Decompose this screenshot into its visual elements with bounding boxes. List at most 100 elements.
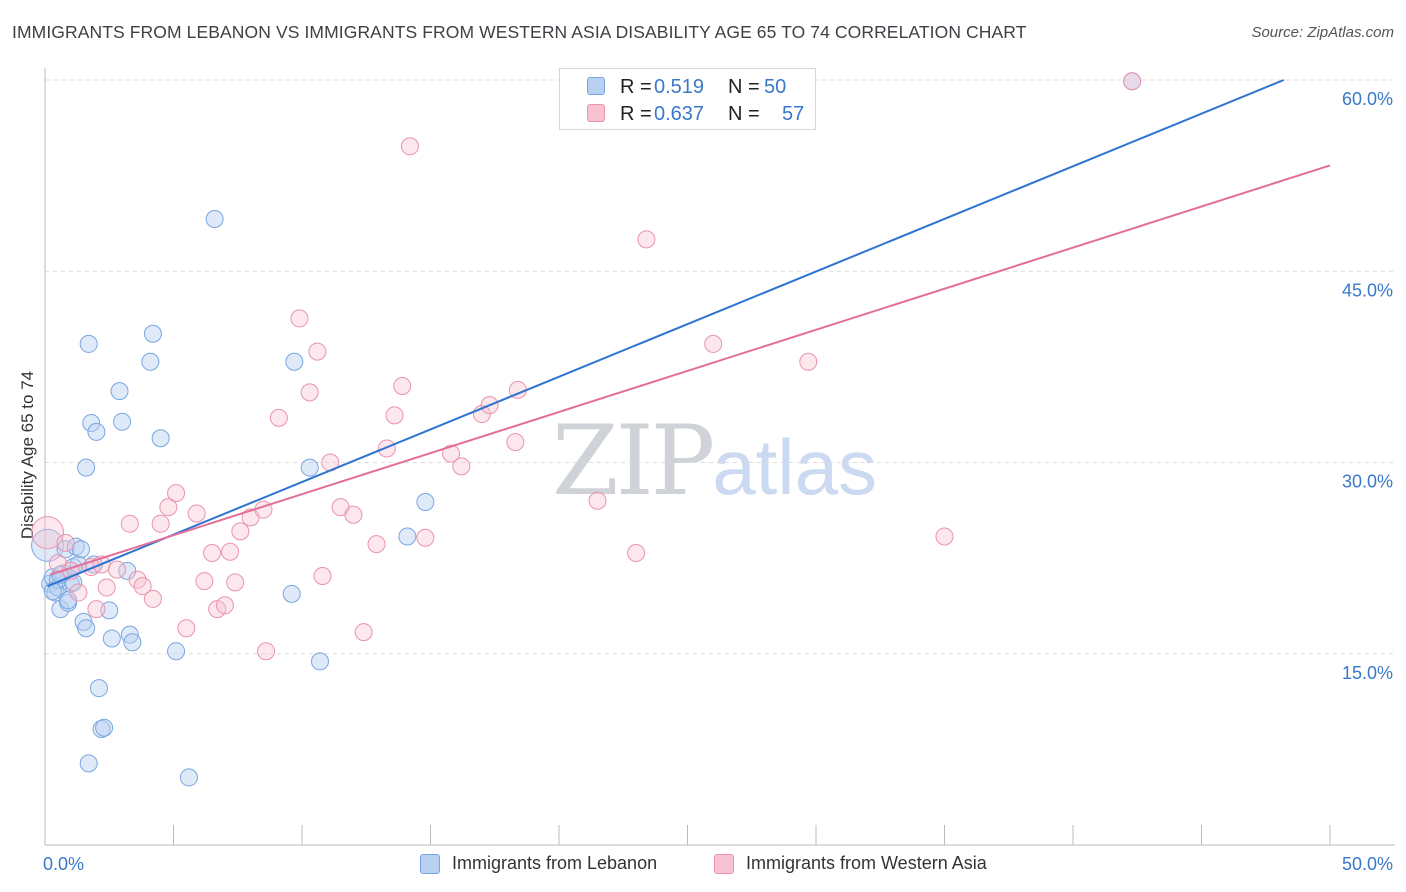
point-lebanon <box>110 382 129 401</box>
legend-n-label: N = <box>728 103 760 125</box>
point-lebanon <box>143 324 162 343</box>
legend-n-value-lebanon: 50 <box>764 76 787 98</box>
point-western-asia <box>367 535 386 554</box>
point-lebanon <box>205 209 224 228</box>
point-western-asia <box>257 642 276 661</box>
point-western-asia <box>416 528 435 547</box>
point-western-asia <box>195 572 214 591</box>
point-western-asia <box>1123 72 1142 91</box>
point-lebanon <box>79 334 98 353</box>
point-western-asia <box>226 573 245 592</box>
legend-n-label: N = <box>728 76 760 98</box>
point-western-asia <box>588 491 607 510</box>
legend-n-value-western-asia: 57 <box>782 103 805 125</box>
point-western-asia <box>799 352 818 371</box>
point-lebanon <box>77 619 96 638</box>
series-legend: Immigrants from Lebanon Immigrants from … <box>0 852 1406 878</box>
watermark: ZIPatlas <box>552 405 877 517</box>
watermark-zip: ZIP <box>552 405 715 517</box>
point-western-asia <box>935 527 954 546</box>
point-western-asia <box>385 406 404 425</box>
point-western-asia <box>344 505 363 524</box>
point-western-asia <box>400 137 419 156</box>
point-lebanon <box>100 601 119 620</box>
point-lebanon <box>43 582 62 601</box>
point-western-asia <box>151 514 170 533</box>
point-western-asia <box>143 589 162 608</box>
point-lebanon <box>79 754 98 773</box>
chart-title: IMMIGRANTS FROM LEBANON VS IMMIGRANTS FR… <box>12 22 1027 42</box>
point-western-asia <box>107 560 126 579</box>
point-lebanon <box>285 352 304 371</box>
legend-r-label: R = <box>620 76 652 98</box>
point-lebanon <box>59 591 78 610</box>
point-western-asia <box>393 377 412 395</box>
legend-row-lebanon: R = 0.519 N = 50 <box>560 74 815 100</box>
point-western-asia <box>377 439 396 458</box>
point-western-asia <box>120 514 139 533</box>
point-western-asia <box>354 623 373 642</box>
point-lebanon <box>87 422 106 441</box>
legend-swatch-western-asia <box>587 104 605 122</box>
point-lebanon <box>95 718 114 737</box>
point-western-asia <box>221 542 240 561</box>
point-western-asia <box>87 600 106 619</box>
trendline-western-asia <box>49 164 1331 576</box>
point-western-asia <box>637 230 656 249</box>
legend-swatch-lebanon <box>420 854 440 874</box>
point-western-asia <box>133 577 152 596</box>
point-lebanon <box>167 642 186 661</box>
point-lebanon <box>77 458 96 477</box>
point-western-asia <box>442 444 461 463</box>
y-tick-label: 45.0% <box>1342 280 1393 300</box>
point-lebanon <box>141 352 160 371</box>
point-western-asia <box>215 596 234 615</box>
point-western-asia <box>231 522 250 541</box>
point-western-asia <box>203 544 222 563</box>
point-lebanon <box>179 768 198 787</box>
point-western-asia <box>56 533 75 552</box>
point-lebanon <box>123 633 142 652</box>
legend-r-value-western-asia: 0.637 <box>654 103 705 125</box>
point-lebanon <box>71 540 90 559</box>
point-western-asia <box>506 433 525 452</box>
legend-r-value-lebanon: 0.519 <box>654 76 705 98</box>
point-western-asia <box>31 516 65 550</box>
correlation-legend: R = 0.519 N = 50 R = 0.637 N = 57 <box>559 68 816 130</box>
point-western-asia <box>167 484 186 503</box>
point-lebanon <box>398 527 417 546</box>
point-lebanon <box>113 412 132 431</box>
legend-swatch-lebanon <box>587 77 605 95</box>
point-lebanon <box>282 584 301 603</box>
point-western-asia <box>269 408 288 427</box>
legend-r-label: R = <box>620 103 652 125</box>
point-lebanon <box>56 540 75 559</box>
legend-label-western-asia: Immigrants from Western Asia <box>746 853 987 873</box>
point-lebanon <box>82 413 101 432</box>
point-western-asia <box>187 504 206 523</box>
point-western-asia <box>97 578 116 597</box>
point-lebanon <box>102 629 121 648</box>
y-tick-label: 30.0% <box>1342 472 1393 492</box>
legend-row-western-asia: R = 0.637 N = 57 <box>560 101 815 127</box>
watermark-atlas: atlas <box>712 423 877 511</box>
point-western-asia <box>704 334 723 353</box>
point-western-asia <box>627 544 646 563</box>
y-tick-label: 15.0% <box>1342 663 1393 683</box>
point-lebanon <box>310 652 329 671</box>
point-lebanon <box>416 493 435 512</box>
point-western-asia <box>69 583 88 602</box>
point-western-asia <box>290 309 309 328</box>
point-western-asia <box>159 498 178 517</box>
point-western-asia <box>452 457 471 476</box>
point-western-asia <box>177 619 196 638</box>
point-lebanon <box>66 537 85 556</box>
x-tick-label: 0.0% <box>43 854 84 874</box>
y-tick-label: 60.0% <box>1342 89 1393 109</box>
point-lebanon <box>89 679 108 698</box>
point-western-asia <box>308 342 327 361</box>
point-lebanon <box>31 528 65 562</box>
legend-swatch-western-asia <box>714 854 734 874</box>
legend-label-lebanon: Immigrants from Lebanon <box>452 853 658 873</box>
